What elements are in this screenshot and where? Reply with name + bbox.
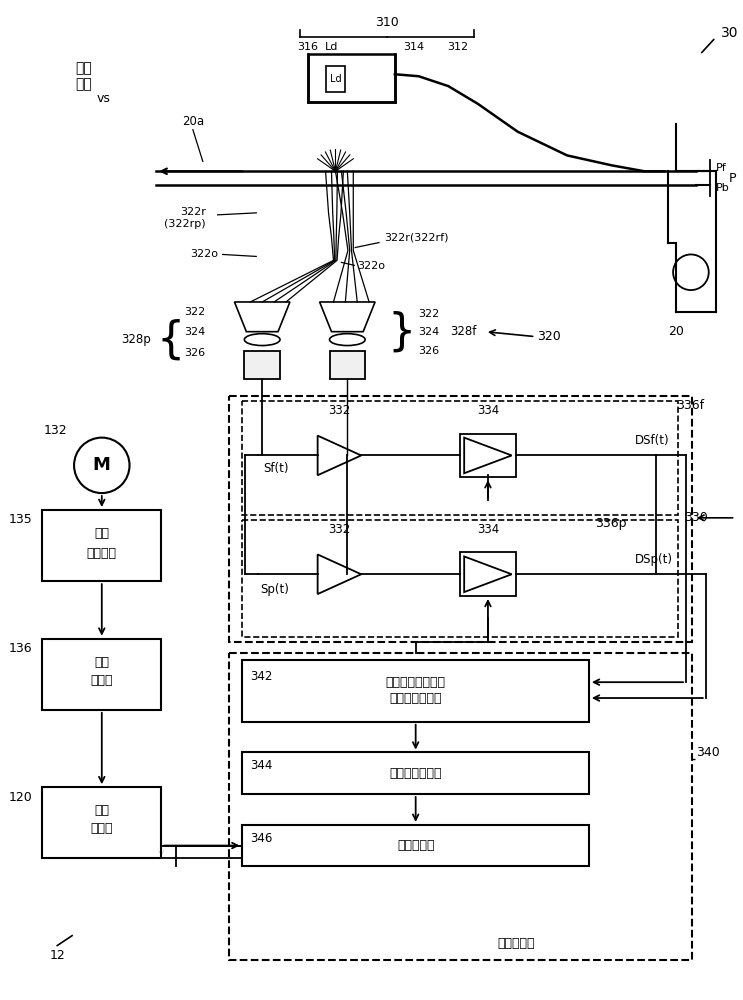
Text: 132: 132: [44, 424, 67, 437]
Text: 324: 324: [184, 327, 206, 337]
Text: 输送
方向: 输送 方向: [76, 61, 92, 92]
Bar: [229, 396, 692, 642]
Text: P: P: [729, 172, 736, 185]
Bar: [308, 54, 395, 102]
Text: 控制部: 控制部: [91, 674, 113, 687]
Text: 346: 346: [250, 832, 273, 845]
Bar: [242, 752, 589, 794]
Text: 336f: 336f: [676, 399, 704, 412]
Text: 330: 330: [684, 511, 708, 524]
Text: 120: 120: [9, 791, 33, 804]
Text: 344: 344: [250, 759, 273, 772]
Text: 20: 20: [668, 325, 684, 338]
Bar: [460, 552, 516, 596]
Text: 340: 340: [696, 746, 720, 759]
Bar: [329, 351, 365, 379]
Text: Sp(t): Sp(t): [260, 583, 289, 596]
Text: M: M: [93, 456, 111, 474]
Text: 滞后时间分析部: 滞后时间分析部: [389, 767, 442, 780]
Text: 320: 320: [537, 330, 561, 343]
Text: 324: 324: [418, 327, 440, 337]
Text: 316: 316: [297, 42, 318, 52]
Text: 驱动电路: 驱动电路: [87, 547, 117, 560]
Text: 336p: 336p: [595, 517, 626, 530]
Text: Sf(t): Sf(t): [263, 462, 289, 475]
Text: Ld: Ld: [330, 74, 341, 84]
Bar: [42, 510, 161, 581]
Bar: [242, 520, 678, 637]
Text: Ld: Ld: [325, 42, 338, 52]
Text: 322: 322: [418, 309, 440, 319]
Bar: [42, 787, 161, 858]
Text: 328f: 328f: [450, 325, 477, 338]
Text: 扩散反射光取得部: 扩散反射光取得部: [386, 676, 446, 689]
Text: }: }: [388, 310, 416, 353]
Text: Pb: Pb: [716, 183, 730, 193]
Text: 速度计算部: 速度计算部: [397, 839, 435, 852]
Text: 速度检测部: 速度检测部: [498, 937, 536, 950]
Text: 326: 326: [418, 346, 440, 356]
Bar: [325, 66, 345, 92]
Bar: [242, 825, 589, 866]
Text: 输送: 输送: [94, 804, 109, 817]
Text: 334: 334: [477, 404, 499, 417]
Bar: [242, 401, 678, 515]
Text: 332: 332: [328, 523, 351, 536]
Text: 312: 312: [448, 42, 469, 52]
Text: 326: 326: [184, 348, 206, 358]
Text: {: {: [157, 318, 185, 361]
Text: 136: 136: [9, 642, 33, 655]
Text: vs: vs: [97, 92, 111, 105]
Bar: [229, 653, 692, 960]
Text: 控制部: 控制部: [91, 822, 113, 835]
Text: 电机: 电机: [94, 656, 109, 669]
Text: Pf: Pf: [716, 163, 727, 173]
Text: 322r(322rf): 322r(322rf): [384, 233, 449, 243]
Text: 322o: 322o: [191, 249, 218, 259]
Text: 310: 310: [375, 16, 399, 29]
Text: 322r
(322rp): 322r (322rp): [164, 207, 206, 229]
Text: 334: 334: [477, 523, 499, 536]
Text: 332: 332: [328, 404, 351, 417]
Bar: [42, 639, 161, 710]
Text: 电机: 电机: [94, 527, 109, 540]
Text: DSp(t): DSp(t): [635, 553, 672, 566]
Bar: [460, 434, 516, 477]
Text: 342: 342: [250, 670, 273, 683]
Text: 322: 322: [184, 307, 206, 317]
Bar: [244, 351, 280, 379]
Text: 314: 314: [403, 42, 424, 52]
Text: DSf(t): DSf(t): [635, 434, 669, 447]
Text: 322o: 322o: [357, 261, 385, 271]
Text: （受光控制部）: （受光控制部）: [389, 692, 442, 705]
Text: 328p: 328p: [122, 333, 152, 346]
Text: 135: 135: [9, 513, 33, 526]
Text: 30: 30: [721, 26, 738, 40]
Text: 20a: 20a: [182, 115, 204, 128]
Bar: [242, 660, 589, 722]
Text: 12: 12: [49, 949, 65, 962]
